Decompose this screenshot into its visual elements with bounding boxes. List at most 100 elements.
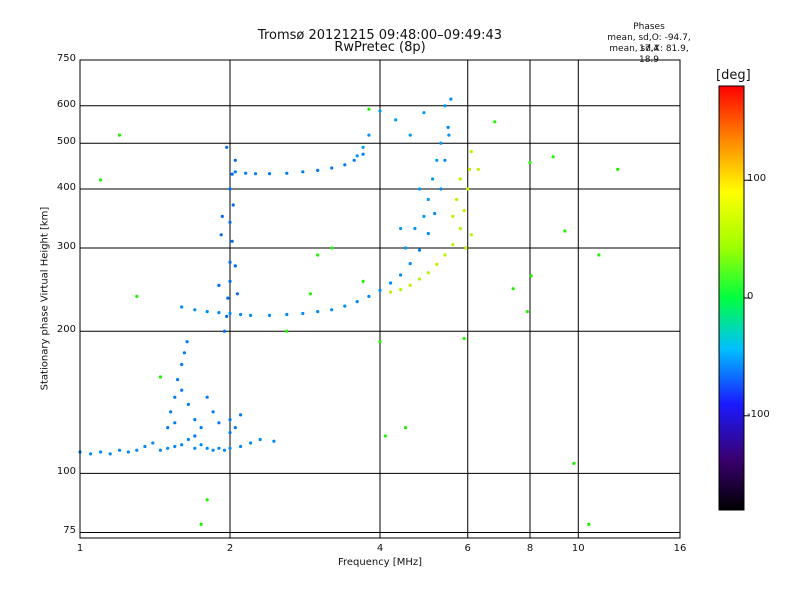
data-point <box>528 160 532 165</box>
data-point <box>433 211 437 216</box>
data-point <box>343 304 347 308</box>
data-point <box>193 418 197 422</box>
y-tick-label: 200 <box>56 324 76 336</box>
x-tick-label: 6 <box>464 543 471 554</box>
data-point <box>435 262 439 266</box>
data-point <box>239 444 243 449</box>
data-point <box>235 292 239 296</box>
data-point <box>476 167 480 171</box>
chart-subtitle: RwPretec (8p) <box>334 40 426 55</box>
x-tick-label: 10 <box>571 543 585 554</box>
plot-frame <box>79 59 681 539</box>
data-point <box>117 448 122 452</box>
data-point <box>378 340 382 344</box>
data-point <box>343 163 347 167</box>
data-point <box>233 426 237 430</box>
x-tick-label: 16 <box>673 543 687 554</box>
data-point <box>493 120 497 124</box>
data-point <box>316 310 320 314</box>
data-point <box>193 446 197 450</box>
data-point <box>572 461 576 465</box>
data-point <box>230 239 234 243</box>
data-point <box>158 375 162 379</box>
data-point <box>563 229 567 233</box>
data-point <box>403 426 408 430</box>
data-point <box>249 313 253 317</box>
y-tick-label: 500 <box>56 136 76 148</box>
data-point <box>462 209 466 213</box>
data-point <box>389 290 393 294</box>
data-point <box>219 233 223 237</box>
data-point <box>99 178 103 182</box>
data-point <box>447 133 451 137</box>
data-point <box>408 262 412 266</box>
data-point <box>361 152 365 156</box>
data-point <box>439 187 443 191</box>
data-point <box>126 450 130 454</box>
data-point <box>301 170 305 174</box>
x-tick-label: 1 <box>76 543 84 554</box>
data-point <box>239 413 243 417</box>
data-point <box>205 310 209 314</box>
data-point <box>511 287 515 291</box>
data-point <box>193 434 197 438</box>
data-point <box>99 450 103 454</box>
data-point <box>426 231 430 236</box>
data-point <box>228 187 232 191</box>
data-point <box>399 273 403 277</box>
data-point <box>551 155 555 159</box>
data-point <box>117 133 122 137</box>
data-point <box>446 125 450 129</box>
data-point <box>166 426 170 430</box>
data-point <box>285 171 289 175</box>
y-tick-label: 750 <box>56 53 76 64</box>
data-point <box>426 197 430 202</box>
data-point <box>408 283 412 287</box>
data-point <box>158 448 162 452</box>
y-tick-label: 600 <box>56 98 76 110</box>
data-point <box>417 277 422 281</box>
colorbar-ticks <box>744 179 750 417</box>
data-point <box>217 283 221 287</box>
data-point <box>597 253 601 257</box>
data-point <box>226 296 230 300</box>
data-point <box>205 395 209 399</box>
data-point <box>458 226 462 231</box>
data-point <box>199 443 203 447</box>
data-point <box>228 279 232 283</box>
data-point <box>529 274 533 278</box>
data-point <box>330 246 334 250</box>
data-point <box>451 243 455 247</box>
data-point <box>431 177 435 181</box>
data-point <box>217 421 221 425</box>
chart-title: Tromsø 20121215 09:48:00–09:49:43 <box>257 28 503 43</box>
data-point <box>422 111 426 115</box>
data-point <box>199 426 203 430</box>
data-point <box>217 446 221 450</box>
data-point <box>399 288 403 292</box>
data-point <box>383 434 387 438</box>
phases-x-mode: mean, sd,X: 81.9, 18.9 <box>609 44 689 65</box>
data-point <box>233 264 237 268</box>
data-point <box>439 141 443 145</box>
data-point <box>316 253 320 257</box>
data-point <box>180 388 184 392</box>
data-point <box>267 172 272 176</box>
data-point <box>185 340 189 344</box>
data-point <box>233 170 237 174</box>
data-point <box>394 118 398 122</box>
data-point <box>228 431 232 435</box>
data-point <box>330 166 334 170</box>
data-point <box>443 158 447 162</box>
data-point <box>108 452 112 456</box>
data-point <box>399 226 403 231</box>
data-point <box>225 314 229 318</box>
data-point <box>176 378 180 382</box>
data-point <box>186 402 190 406</box>
data-point <box>182 351 186 355</box>
data-point <box>330 308 334 312</box>
data-point <box>408 133 412 137</box>
colorbar-tick-label: 100 <box>747 173 767 185</box>
data-point <box>301 311 305 316</box>
data-point <box>417 248 422 252</box>
